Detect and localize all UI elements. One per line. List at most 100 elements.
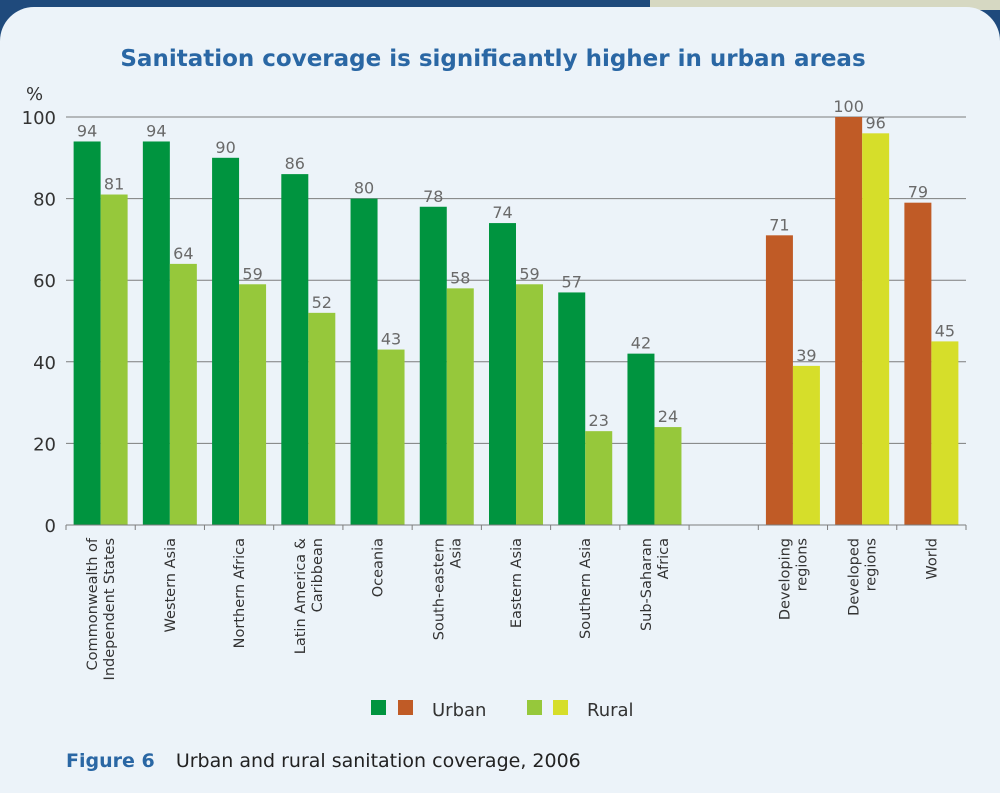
category-label-line: Developing (777, 538, 793, 620)
legend-label-urban: Urban (432, 700, 486, 721)
bars (73, 117, 959, 526)
y-tick-label: 20 (33, 434, 56, 455)
category-label-line: Latin America & (293, 538, 309, 654)
category-label: Developed regions (847, 538, 880, 616)
data-label-rural: 59 (519, 264, 539, 283)
category-label: Northern Africa (232, 538, 248, 648)
category-label: Western Asia (163, 538, 179, 632)
bar-urban (489, 223, 516, 525)
bar-urban (212, 157, 240, 526)
category-label-line: Oceania (371, 538, 387, 597)
bar-rural (862, 133, 890, 525)
data-label-urban: 78 (423, 187, 443, 206)
y-tick-label: 80 (33, 190, 56, 211)
data-label-urban: 94 (77, 121, 97, 140)
bar-rural (585, 431, 613, 525)
category-label: South-eastern Asia (431, 538, 464, 640)
bar-rural (308, 312, 336, 525)
chart-title: Sanitation coverage is significantly hig… (120, 46, 865, 72)
data-label-urban: 42 (631, 334, 651, 353)
category-label-line: Southern Asia (578, 538, 594, 639)
bar-urban (281, 174, 309, 525)
category-label-line: Sub-Saharan (639, 538, 655, 631)
category-label-line: Commonwealth of (85, 537, 101, 670)
bar-rural (100, 194, 128, 525)
category-label-line: Independent States (102, 538, 118, 680)
data-label-urban: 94 (146, 121, 166, 140)
data-label-urban: 86 (285, 154, 305, 173)
figure-caption: Figure 6 Urban and rural sanitation cove… (66, 750, 581, 772)
data-label-rural: 45 (935, 321, 955, 340)
y-tick-label: 60 (33, 271, 56, 292)
bar-rural (654, 427, 682, 525)
legend-swatch-urban-regional (371, 700, 386, 715)
data-label-rural: 23 (589, 411, 609, 430)
data-label-rural: 96 (865, 113, 885, 132)
figure-number: Figure 6 (66, 750, 155, 772)
category-label: Sub-Saharan Africa (639, 538, 672, 631)
bar-urban (765, 235, 793, 525)
x-axis (65, 524, 967, 530)
bar-urban (419, 206, 447, 525)
category-label-line: World (924, 538, 940, 580)
category-label-line: regions (864, 538, 880, 591)
category-label-line: Caribbean (310, 538, 326, 612)
data-label-rural: 43 (381, 330, 401, 349)
category-label-line: Developed (847, 538, 863, 616)
bar-rural (169, 263, 197, 525)
legend-swatch-urban-aggregate (398, 700, 413, 715)
legend-swatch-rural-aggregate (553, 700, 568, 715)
bar-urban (350, 198, 378, 525)
data-label-urban: 100 (833, 97, 864, 116)
data-label-rural: 24 (658, 407, 678, 426)
data-label-urban: 74 (492, 203, 512, 222)
data-label-urban: 57 (562, 272, 582, 291)
data-label-rural: 52 (312, 293, 332, 312)
category-label-line: Western Asia (163, 538, 179, 632)
bar-urban (142, 141, 170, 526)
legend-label-rural: Rural (587, 700, 634, 721)
bar-urban (558, 292, 586, 525)
data-label-rural: 59 (242, 264, 262, 283)
legend-swatch-rural-regional (527, 700, 542, 715)
data-label-urban: 71 (769, 215, 789, 234)
category-label: Oceania (371, 538, 387, 597)
top-band-left (0, 0, 650, 10)
category-label-line: regions (794, 538, 810, 591)
data-label-urban: 79 (908, 183, 928, 202)
top-band-right (650, 0, 1000, 10)
category-label-line: Africa (656, 538, 672, 579)
category-label: Commonwealth of Independent States (85, 537, 118, 680)
bar-urban (73, 141, 101, 526)
bar-rural (931, 341, 959, 525)
bar-rural (792, 365, 820, 525)
data-label-rural: 81 (104, 175, 124, 194)
data-label-urban: 80 (354, 179, 374, 198)
category-label: Southern Asia (578, 538, 594, 639)
bar-rural (377, 349, 405, 525)
figure-caption-text: Urban and rural sanitation coverage, 200… (176, 750, 581, 772)
category-label-line: Eastern Asia (509, 538, 525, 628)
bar-urban (627, 353, 655, 525)
data-labels: 94 81 94 64 90 59 86 52 80 43 78 58 74 59 57 23 42 24 71 39… (77, 97, 955, 430)
data-label-rural: 39 (796, 346, 816, 365)
category-labels: Commonwealth of Independent States Western… (85, 537, 940, 680)
category-label: World (924, 538, 940, 580)
category-label-line: Asia (448, 538, 464, 568)
bar-rural (239, 284, 267, 525)
data-label-rural: 64 (173, 244, 193, 263)
y-tick-label: 100 (22, 108, 56, 129)
y-axis-label: % (26, 84, 43, 105)
data-label-urban: 90 (215, 138, 235, 157)
y-tick-label: 0 (45, 516, 56, 537)
bar-urban (835, 117, 863, 525)
data-label-rural: 58 (450, 268, 470, 287)
y-tick-labels: 0 20 40 60 80 100 (22, 108, 56, 537)
bar-rural (516, 284, 543, 525)
y-tick-label: 40 (33, 353, 56, 374)
bar-urban (904, 202, 932, 525)
category-label: Eastern Asia (509, 538, 525, 628)
category-label: Developing regions (777, 538, 810, 620)
